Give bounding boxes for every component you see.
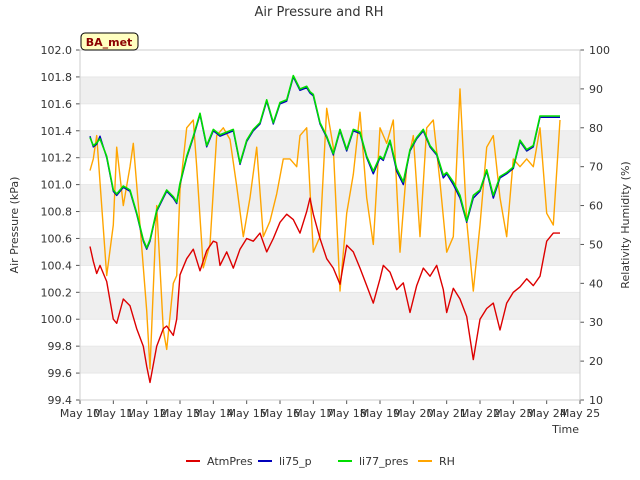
y-tick-label: 100.2 xyxy=(41,286,73,299)
plot-area xyxy=(80,50,580,400)
x-tick-label: May 22 xyxy=(460,407,500,420)
y-tick-label: 101.6 xyxy=(41,98,73,111)
y-tick-label: 99.4 xyxy=(48,394,73,407)
y-tick-label: 101.0 xyxy=(41,179,73,192)
y2-tick-label: 50 xyxy=(589,238,603,251)
y2-tick-label: 90 xyxy=(589,83,603,96)
site-label-background xyxy=(80,32,139,51)
chart-title: Air Pressure and RH xyxy=(254,5,383,20)
y2-tick-label: 70 xyxy=(589,161,603,174)
site-label-text: BA_met xyxy=(86,36,133,49)
x-tick-label: May 11 xyxy=(93,407,133,420)
y-tick-label: 99.6 xyxy=(48,367,73,380)
x-tick-label: May 23 xyxy=(493,407,533,420)
x-tick-label: May 10 xyxy=(60,407,100,420)
y-axis-label: Air Pressure (kPa) xyxy=(8,177,21,274)
y2-tick-label: 10 xyxy=(589,394,603,407)
series-group xyxy=(89,74,561,384)
legend-label: AtmPres xyxy=(207,455,253,468)
y-tick-label: 101.8 xyxy=(41,71,73,84)
series-line-li77_pres xyxy=(89,74,560,249)
x-tick-label: May 16 xyxy=(260,407,300,420)
x-tick-label: May 19 xyxy=(360,407,400,420)
y2-tick-label: 20 xyxy=(589,355,603,368)
y-tick-label: 100.6 xyxy=(41,232,73,245)
y2-tick-label: 100 xyxy=(589,44,610,57)
y2-tick-label: 40 xyxy=(589,277,603,290)
legend-label: RH xyxy=(439,455,455,468)
x-tick-label: May 18 xyxy=(327,407,367,420)
y-axis-left: 99.4 99.6 99.8 100.0 100.2 100.4 100.6 100.8 101… xyxy=(41,44,80,407)
y-tick-label: 100.4 xyxy=(41,259,73,272)
y-axis-right: 10 20 30 40 50 60 70 80 90 100 xyxy=(580,44,610,407)
series-line-atmpres xyxy=(89,197,560,384)
site-label-box: BA_met xyxy=(80,32,139,51)
x-tick-label: May 14 xyxy=(193,407,233,420)
x-tick-label: May 15 xyxy=(227,407,267,420)
background-band xyxy=(80,184,580,212)
plot-frame xyxy=(79,49,581,401)
x-tick-label: May 20 xyxy=(393,407,433,420)
y-tick-label: 101.2 xyxy=(41,152,73,165)
plot-background xyxy=(80,50,580,401)
y2-tick-label: 60 xyxy=(589,200,603,213)
y-tick-label: 99.8 xyxy=(48,340,73,353)
background-band xyxy=(80,292,580,320)
background-band xyxy=(80,76,580,104)
background-band xyxy=(80,238,580,266)
x-axis-label: Time xyxy=(551,423,579,436)
y2-tick-label: 30 xyxy=(589,316,603,329)
y2-axis-label: Relativity Humidity (%) xyxy=(619,161,632,288)
x-tick-label: May 24 xyxy=(527,407,567,420)
x-tick-label: May 17 xyxy=(293,407,333,420)
x-tick-label: May 12 xyxy=(127,407,167,420)
y-tick-label: 100.8 xyxy=(41,206,73,219)
x-tick-label: May 13 xyxy=(160,407,200,420)
x-tick-label: May 21 xyxy=(427,407,467,420)
y-tick-label: 102.0 xyxy=(41,44,73,57)
y2-tick-label: 80 xyxy=(589,122,603,135)
y-tick-label: 101.4 xyxy=(41,125,73,138)
legend-label: li77_pres xyxy=(359,455,409,468)
background-band xyxy=(80,346,580,374)
series-line-rh xyxy=(89,88,561,370)
y-tick-label: 100.0 xyxy=(41,313,73,326)
legend: AtmPres li75_p li77_pres RH xyxy=(186,455,455,468)
x-tick-label: May 25 xyxy=(560,407,600,420)
legend-label: li75_p xyxy=(279,455,312,468)
